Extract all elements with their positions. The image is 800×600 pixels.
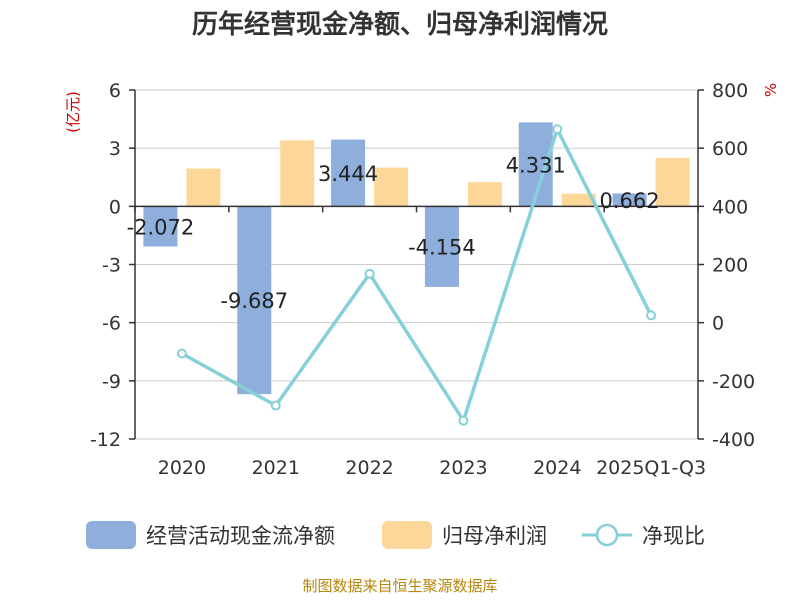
left-tick-label: -12 xyxy=(90,429,121,451)
data-labels: -2.072 -9.687 3.444 -4.154 4.331 0.662 xyxy=(127,153,660,313)
cashflow-bar[interactable] xyxy=(424,206,459,287)
net-profit-bar[interactable] xyxy=(655,157,690,207)
category-label: 2020 xyxy=(158,457,206,479)
cashflow-bar[interactable] xyxy=(143,206,178,247)
source-note: 制图数据来自恒生聚源数据库 xyxy=(302,577,497,595)
legend-ratio[interactable]: 净现比 xyxy=(582,523,705,548)
ratio-line-path xyxy=(181,124,653,425)
cashflow-bar[interactable] xyxy=(612,193,647,207)
net-profit-bar[interactable] xyxy=(561,193,596,207)
right-tick-label: 400 xyxy=(712,196,748,218)
cashflow-bar[interactable] xyxy=(237,206,272,395)
legend-label: 经营活动现金流净额 xyxy=(146,524,335,548)
right-tick-label: 200 xyxy=(712,255,748,277)
grid xyxy=(135,89,698,440)
axes: 6 3 0 -3 -6 -9 -12 800 600 400 200 0 -200 -400 2020 202… xyxy=(90,80,755,479)
cashflow-data-label: -9.687 xyxy=(220,289,288,313)
cashflow-bar[interactable] xyxy=(331,139,366,207)
legend-label: 归母净利润 xyxy=(442,524,547,548)
ratio-point[interactable] xyxy=(552,124,563,135)
net-profit-bar[interactable] xyxy=(280,140,315,207)
legend-label: 净现比 xyxy=(642,524,705,548)
right-axis-unit: % xyxy=(762,83,780,97)
legend-swatch xyxy=(86,521,136,549)
ratio-point[interactable] xyxy=(176,348,187,359)
right-tick-label: -400 xyxy=(712,429,755,451)
ratio-point[interactable] xyxy=(646,310,657,321)
net-profit-bar[interactable] xyxy=(186,168,221,207)
ratio-point[interactable] xyxy=(458,415,469,426)
category-label: 2023 xyxy=(439,457,487,479)
left-tick-label: 6 xyxy=(109,80,121,102)
right-tick-label: 800 xyxy=(712,80,748,102)
legend-net-profit[interactable]: 归母净利润 xyxy=(382,521,547,549)
cashflow-data-label: -4.154 xyxy=(408,236,476,260)
ratio-point[interactable] xyxy=(270,400,281,411)
right-tick-label: 600 xyxy=(712,138,748,160)
category-label: 2022 xyxy=(345,457,393,479)
cashflow-data-label: -2.072 xyxy=(127,215,195,239)
net-profit-bar[interactable] xyxy=(374,167,409,207)
net-profit-bar[interactable] xyxy=(467,182,502,207)
right-tick-label: 0 xyxy=(712,313,724,335)
category-label: 2025Q1-Q3 xyxy=(596,457,706,479)
chart-title: 历年经营现金净额、归母净利润情况 xyxy=(192,9,608,40)
cashflow-data-label: 0.662 xyxy=(600,189,660,213)
left-tick-label: -6 xyxy=(102,313,121,335)
category-label: 2024 xyxy=(533,457,581,479)
category-label: 2021 xyxy=(252,457,300,479)
legend[interactable]: 经营活动现金流净额 归母净利润 净现比 xyxy=(86,521,705,549)
cashflow-data-label: 4.331 xyxy=(506,153,566,177)
left-tick-label: -3 xyxy=(102,255,121,277)
legend-cashflow[interactable]: 经营活动现金流净额 xyxy=(86,521,335,549)
bars xyxy=(143,122,690,395)
left-tick-label: 3 xyxy=(109,138,121,160)
right-tick-label: -200 xyxy=(712,371,755,393)
left-tick-label: 0 xyxy=(109,196,121,218)
left-axis-unit: (亿元) xyxy=(64,91,82,133)
legend-swatch xyxy=(382,521,432,549)
cashflow-data-label: 3.444 xyxy=(318,162,378,186)
legend-marker xyxy=(595,523,619,547)
ratio-line xyxy=(176,124,657,426)
left-tick-label: -9 xyxy=(102,371,121,393)
ratio-point[interactable] xyxy=(364,268,375,279)
